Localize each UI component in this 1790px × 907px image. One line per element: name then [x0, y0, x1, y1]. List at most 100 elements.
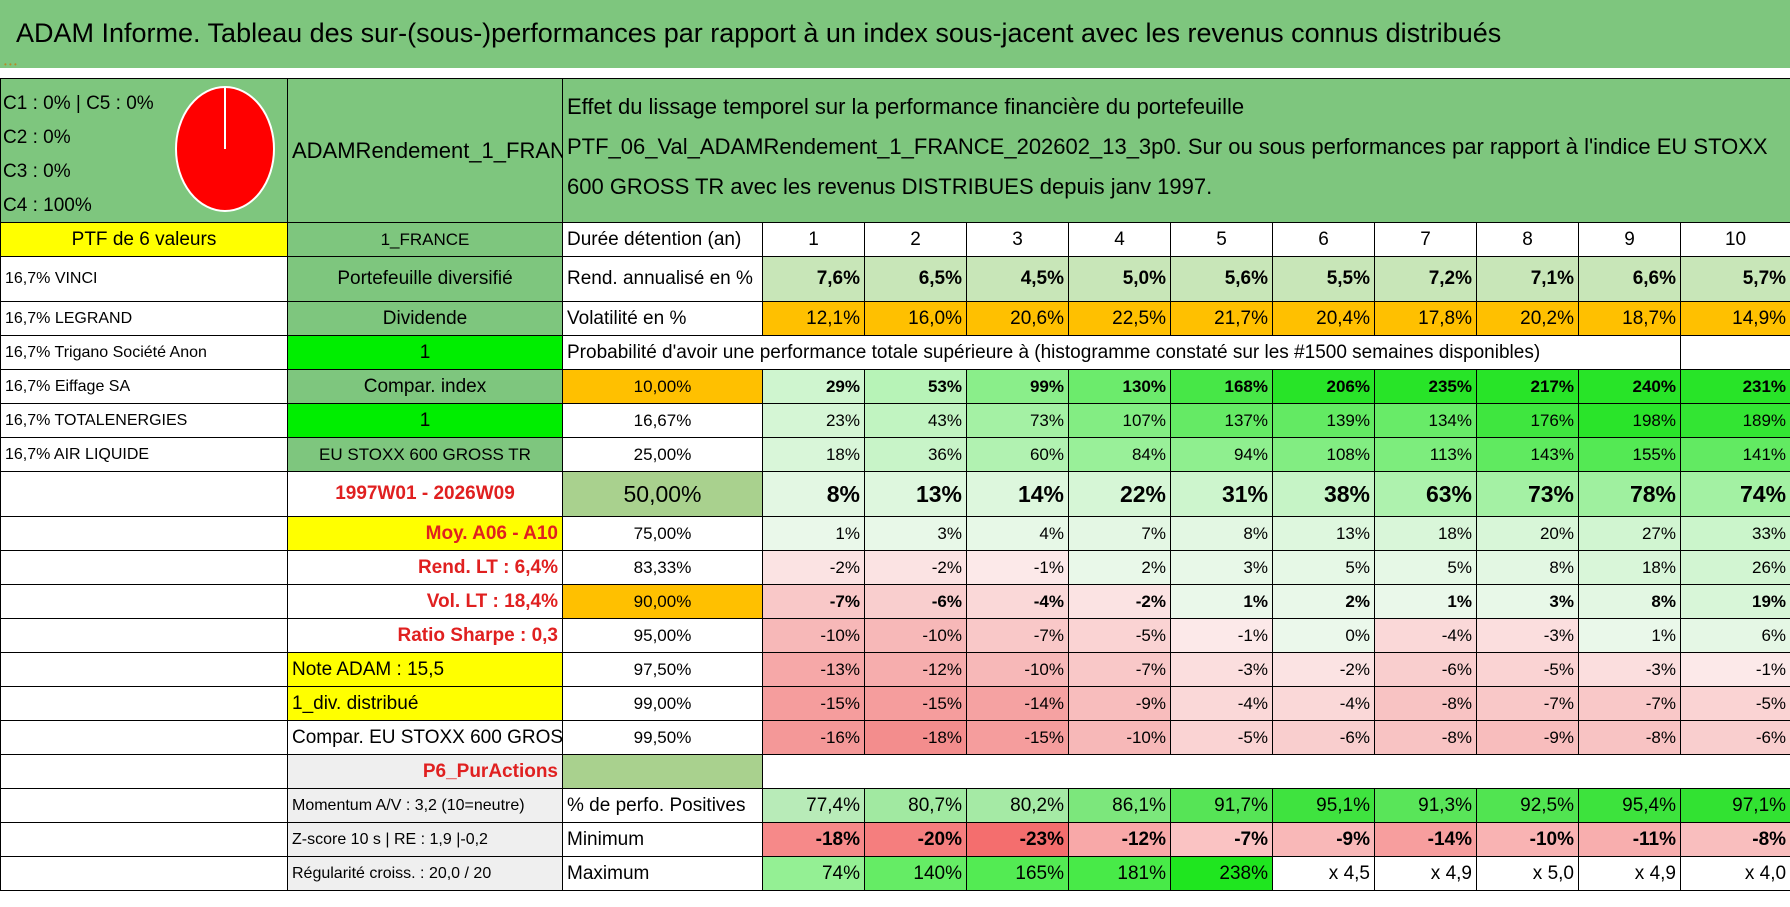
probability-value: 94%: [1170, 437, 1273, 472]
performance-table: C1 : 0% | C5 : 0% C2 : 0% C3 : 0% C4 : 100%…: [0, 78, 1790, 891]
probability-threshold: 25,00%: [562, 437, 763, 472]
probability-value: -4%: [966, 584, 1069, 619]
ptf-count: PTF de 6 valeurs: [0, 222, 288, 257]
rend-value: 5,5%: [1272, 256, 1375, 302]
min-label-value: -9%: [1272, 822, 1375, 857]
probability-value: 13%: [1272, 516, 1375, 551]
probability-value: -4%: [1272, 686, 1375, 721]
probability-value: -7%: [762, 584, 865, 619]
probability-value: -10%: [966, 652, 1069, 687]
probability-value: 168%: [1170, 369, 1273, 404]
duree-label: Durée détention (an): [562, 222, 763, 257]
probability-value: 107%: [1068, 403, 1171, 438]
vol-lt: Vol. LT : 18,4%: [287, 584, 563, 619]
holding-row: 16,7% LEGRAND: [0, 301, 288, 336]
pos-label-value: 77,4%: [762, 788, 865, 823]
probability-value: 7%: [1068, 516, 1171, 551]
vol-value: 21,7%: [1170, 301, 1273, 336]
probability-value: 26%: [1679, 550, 1790, 585]
empty-cell: [0, 618, 288, 653]
probability-value: -13%: [762, 652, 865, 687]
vol-value: 14,9%: [1679, 301, 1790, 336]
probability-value: 60%: [966, 437, 1069, 472]
allocation-legend: C1 : 0% | C5 : 0% C2 : 0% C3 : 0% C4 : 100%: [3, 87, 154, 222]
min-label-value: -18%: [762, 822, 865, 857]
prob-label: Probabilité d'avoir une performance tota…: [562, 335, 1681, 370]
strategy-label: P6_PurActions: [287, 754, 563, 789]
year-header: 6: [1272, 222, 1375, 257]
probability-threshold: 50,00%: [562, 471, 763, 517]
probability-value: -12%: [864, 652, 967, 687]
vol-value: 20,4%: [1272, 301, 1375, 336]
probability-value: 73%: [1476, 471, 1579, 517]
probability-value: 31%: [1170, 471, 1273, 517]
probability-value: 134%: [1374, 403, 1477, 438]
rend-value: 5,7%: [1679, 256, 1790, 302]
max-label-value: x 5,0: [1476, 856, 1579, 891]
strategy-swatch: [562, 754, 763, 789]
probability-value: 108%: [1272, 437, 1375, 472]
probability-value: 217%: [1476, 369, 1579, 404]
probability-value: 20%: [1476, 516, 1579, 551]
rend-value: 7,6%: [762, 256, 865, 302]
probability-value: 43%: [864, 403, 967, 438]
probability-value: 22%: [1068, 471, 1171, 517]
rend-value: 5,0%: [1068, 256, 1171, 302]
blank-band: [762, 754, 1790, 789]
year-header: 1: [762, 222, 865, 257]
empty-cell: [0, 652, 288, 687]
probability-value: 13%: [864, 471, 967, 517]
vol-value: 20,6%: [966, 301, 1069, 336]
probability-value: 78%: [1578, 471, 1681, 517]
min-label-value: -23%: [966, 822, 1069, 857]
pos-label-value: 80,7%: [864, 788, 967, 823]
probability-value: 0%: [1272, 618, 1375, 653]
probability-value: 63%: [1374, 471, 1477, 517]
probability-value: -5%: [1170, 720, 1273, 755]
probability-value: 29%: [762, 369, 865, 404]
probability-value: 6%: [1679, 618, 1790, 653]
index-name: EU STOXX 600 GROSS TR: [287, 437, 563, 472]
period-range: 1997W01 - 2026W09: [287, 471, 563, 517]
max-label-value: 140%: [864, 856, 967, 891]
probability-value: 2%: [1272, 584, 1375, 619]
probability-value: 139%: [1272, 403, 1375, 438]
probability-value: -6%: [1272, 720, 1375, 755]
probability-value: -6%: [864, 584, 967, 619]
min-label-value: -11%: [1578, 822, 1681, 857]
empty-cell: [0, 720, 288, 755]
probability-threshold: 16,67%: [562, 403, 763, 438]
moyenne-label: Moy. A06 - A10: [287, 516, 563, 551]
vol-value: 16,0%: [864, 301, 967, 336]
pos-label-value: 91,7%: [1170, 788, 1273, 823]
allocation-pie-chart: [175, 86, 275, 212]
zscore-stat: Z-score 10 s | RE : 1,9 |-0,2: [287, 822, 563, 857]
probability-value: 235%: [1374, 369, 1477, 404]
probability-threshold: 90,00%: [562, 584, 763, 619]
probability-value: 189%: [1679, 403, 1790, 438]
probability-value: -10%: [864, 618, 967, 653]
note-adam: Note ADAM : 15,5: [287, 652, 563, 687]
year-header: 7: [1374, 222, 1477, 257]
sharpe-ratio: Ratio Sharpe : 0,3: [287, 618, 563, 653]
rend-value: 5,6%: [1170, 256, 1273, 302]
probability-value: -1%: [1679, 652, 1790, 687]
probability-value: 38%: [1272, 471, 1375, 517]
probability-value: 18%: [762, 437, 865, 472]
portfolio-name: ADAMRendement_1_FRANCE_202602_13_3p0: [287, 78, 563, 223]
probability-value: 3%: [864, 516, 967, 551]
probability-value: 8%: [1578, 584, 1681, 619]
probability-value: 27%: [1578, 516, 1681, 551]
max-label-value: 165%: [966, 856, 1069, 891]
probability-value: 18%: [1578, 550, 1681, 585]
probability-value: 198%: [1578, 403, 1681, 438]
vol-value: 22,5%: [1068, 301, 1171, 336]
regularite-stat: Régularité croiss. : 20,0 / 20: [287, 856, 563, 891]
probability-value: -4%: [1374, 618, 1477, 653]
title-bar: ADAM Informe. Tableau des sur-(sous-)per…: [0, 0, 1790, 68]
year-header: 9: [1578, 222, 1681, 257]
probability-value: -2%: [762, 550, 865, 585]
probability-value: 84%: [1068, 437, 1171, 472]
probability-value: 1%: [1578, 618, 1681, 653]
probability-value: -2%: [1068, 584, 1171, 619]
